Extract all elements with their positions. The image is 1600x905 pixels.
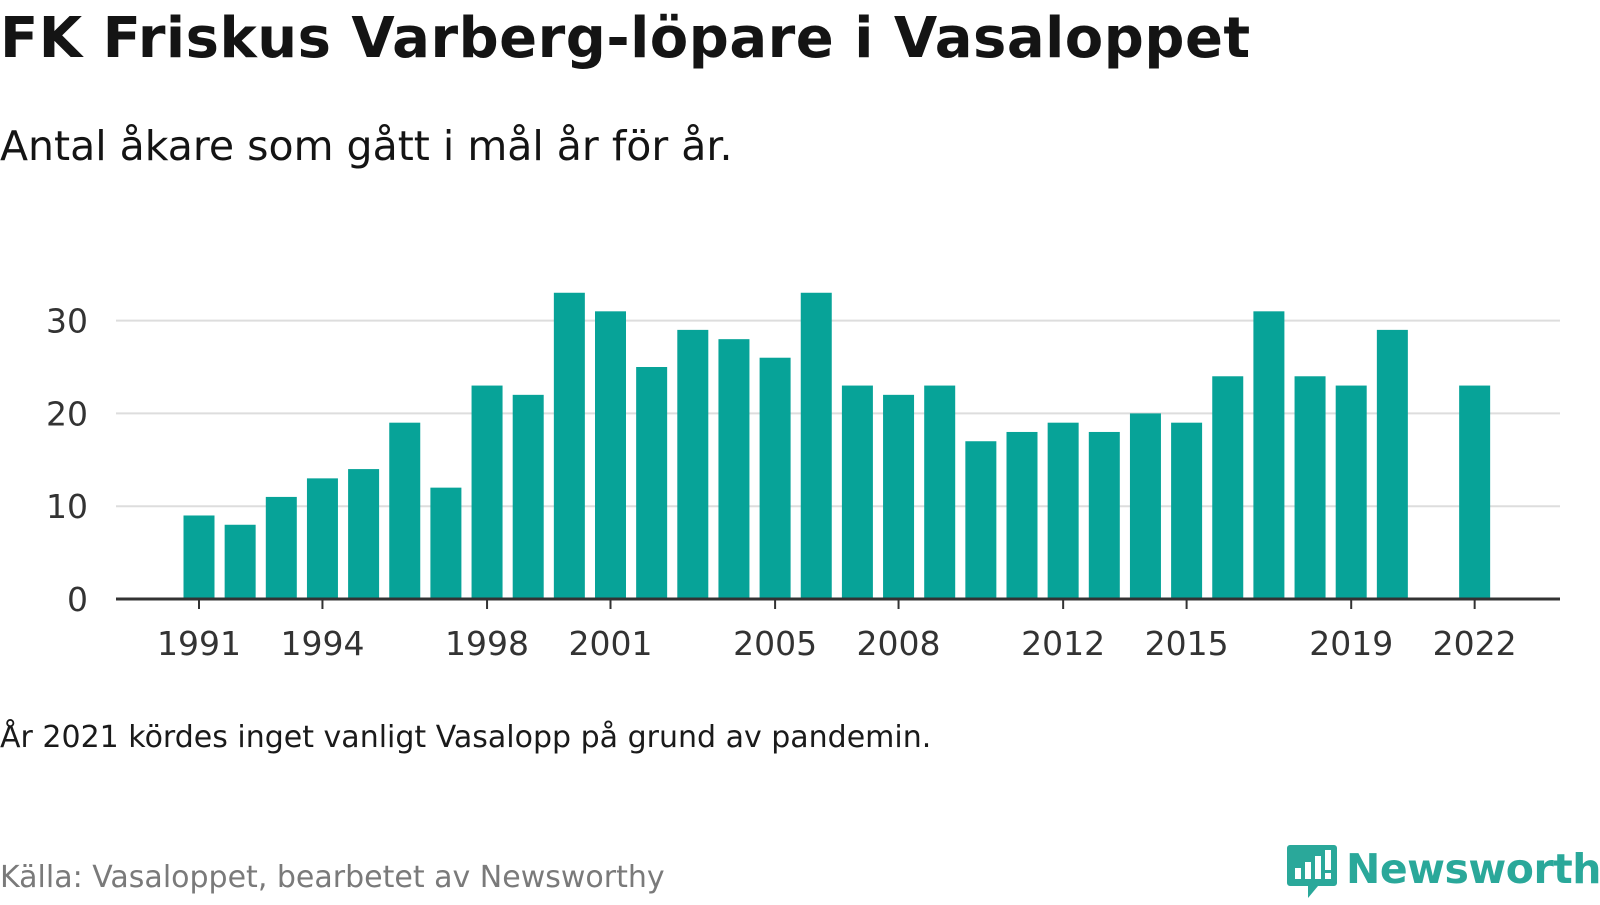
bar-2017 [1253, 311, 1285, 599]
bar-2008 [883, 394, 915, 599]
bar-2010 [965, 441, 997, 599]
chart-title: FK Friskus Varberg-löpare i Vasaloppet [0, 6, 1251, 71]
bar-1992 [224, 524, 256, 599]
bar-1999 [512, 394, 544, 599]
bar-1997 [430, 487, 462, 599]
chart-subtitle: Antal åkare som gått i mål år för år. [0, 122, 733, 170]
x-tick-label: 2012 [1021, 624, 1105, 663]
bar-2019 [1335, 385, 1367, 599]
bar-2015 [1171, 422, 1203, 599]
x-tick-label: 2001 [569, 624, 653, 663]
x-tick-label: 1998 [445, 624, 529, 663]
bar-2004 [718, 339, 750, 599]
bar-1998 [471, 385, 503, 599]
y-tick-label: 20 [46, 394, 88, 433]
bar-2002 [636, 367, 668, 599]
bar-2020 [1376, 329, 1408, 599]
y-tick-label: 0 [67, 580, 88, 619]
bar-2016 [1212, 376, 1244, 599]
bar-2013 [1088, 431, 1120, 599]
bar-1991 [183, 515, 215, 599]
bar-1995 [348, 469, 380, 599]
bar-2000 [553, 292, 585, 599]
bar-chart: 0 10 20 30 1991 1994 1998 2001 2005 2008 2012 2015… [46, 292, 1560, 663]
y-tick-label: 30 [46, 302, 88, 341]
newsworthy-logo-icon [1287, 845, 1337, 898]
bar-2012 [1047, 422, 1079, 599]
bar-2006 [800, 292, 832, 599]
x-tick-label: 2015 [1145, 624, 1229, 663]
bar-2001 [595, 311, 626, 599]
bar-2007 [841, 385, 873, 599]
bar-1996 [389, 422, 421, 599]
x-tick-label: 2008 [857, 624, 941, 663]
bar-2022 [1459, 385, 1491, 599]
x-tick-label: 2019 [1309, 624, 1393, 663]
x-tick-label: 1994 [280, 624, 364, 663]
bar-2005 [759, 357, 791, 599]
x-tick-label: 1991 [157, 624, 241, 663]
y-tick-label: 10 [46, 487, 88, 526]
x-axis-ticks: 1991 1994 1998 2001 2005 2008 2012 2015 2019 2022 [157, 599, 1517, 663]
bar-1994 [306, 478, 338, 599]
x-tick-label: 2005 [733, 624, 817, 663]
bar-2011 [1006, 431, 1038, 599]
bar-2018 [1294, 376, 1326, 599]
source-credit: Källa: Vasaloppet, bearbetet av Newswort… [0, 860, 665, 895]
newsworthy-logo: Newsworthy [1286, 843, 1600, 905]
bar-2014 [1129, 413, 1161, 599]
bar-1993 [265, 496, 297, 599]
y-axis-ticks: 0 10 20 30 [46, 302, 88, 619]
bar-2003 [677, 329, 709, 599]
bar-2009 [924, 385, 956, 599]
bars [183, 292, 1491, 599]
chart-note: År 2021 kördes inget vanligt Vasalopp på… [0, 720, 932, 755]
brand-name: Newsworthy [1346, 845, 1600, 893]
x-tick-label: 2022 [1433, 624, 1517, 663]
